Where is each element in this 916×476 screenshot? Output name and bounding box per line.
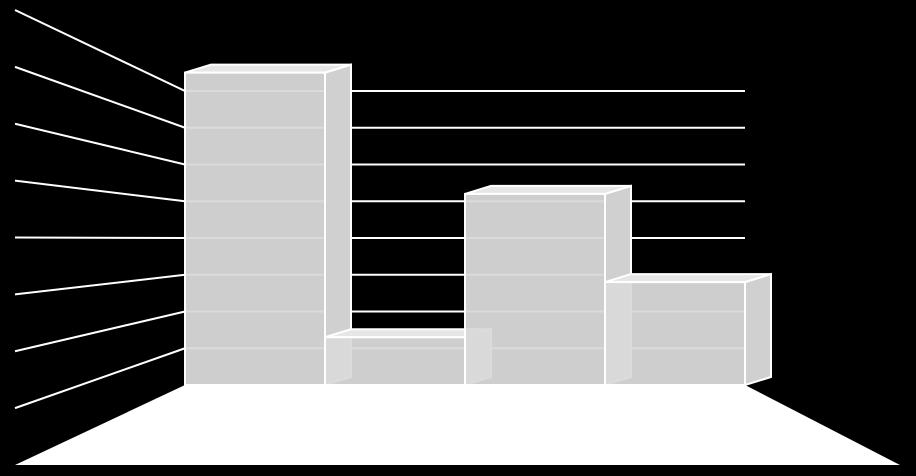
side-grid-line: [14, 65, 186, 129]
side-grid-line: [14, 9, 186, 92]
bar-face: [604, 281, 746, 387]
bar: [604, 272, 772, 387]
bar-face: [184, 71, 326, 386]
side-grid-line: [14, 236, 186, 239]
bar-face: [744, 272, 772, 387]
floor: [15, 385, 900, 465]
side-grid-line: [14, 347, 186, 410]
side-grid-line: [14, 273, 186, 296]
side-grid-line: [14, 179, 186, 203]
side-grid-line: [14, 122, 186, 166]
bar-face: [604, 273, 772, 284]
bar-face: [184, 63, 352, 74]
side-grid-line: [14, 310, 186, 353]
bar-face: [324, 336, 466, 387]
bar-face: [464, 184, 632, 195]
bar-face: [464, 192, 606, 386]
